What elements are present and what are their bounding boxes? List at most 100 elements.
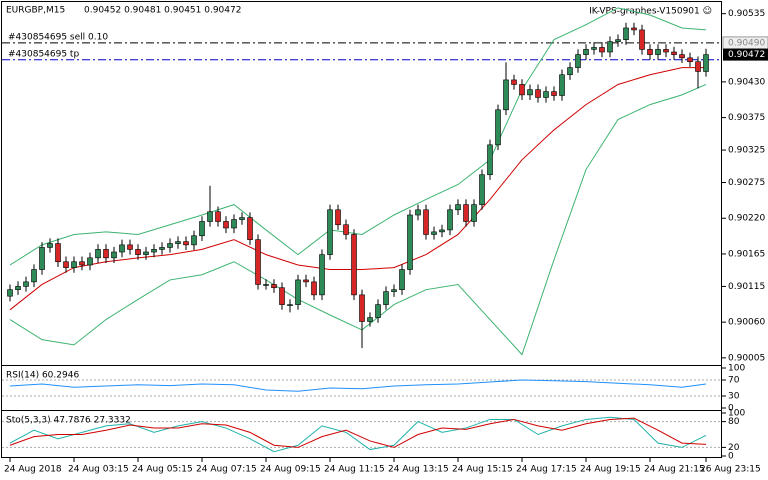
x-tick-label: 24 Aug 13:15 [388,465,449,475]
candle-body [311,281,317,296]
x-tick-label: 24 Aug 2018 [4,465,62,475]
candle-body [639,29,645,50]
candle-body [367,317,373,322]
candle-body [671,51,677,55]
candle-body [615,39,621,42]
candle-body [279,287,285,305]
x-tick-label: 24 Aug 15:15 [452,465,513,475]
candle-body [359,294,365,322]
candle-body [95,249,101,259]
candle-body [319,254,325,296]
y-tick-label: 0 [728,404,734,414]
candle-body [647,49,653,55]
candle-body [607,41,613,53]
candle-body [263,284,269,286]
x-tick-label: 24 Aug 09:15 [260,465,321,475]
candle-body [255,239,261,285]
indicator-title: Sto(5,3,3) 47.7876 27.3332 [6,416,131,426]
candle-body [199,221,205,237]
candle-body [407,214,413,270]
candle-body [215,211,221,222]
candle-body [135,249,141,255]
order-label: #430854695 tp [8,49,79,59]
candle-body [335,209,341,226]
ohlc-text: 0.90452 0.90481 0.90451 0.90472 [84,6,241,16]
candle-body [599,47,605,53]
candle-body [447,209,453,231]
x-tick-label: 24 Aug 21:15 [644,465,705,475]
candle-body [239,217,245,220]
candle-body [23,281,29,287]
candle-body [39,247,45,270]
candle-body [695,61,701,72]
candle-body [383,291,389,305]
y-tick-label: 0.90325 [728,146,765,156]
candle-body [375,304,381,318]
candle-body [127,244,133,250]
candle-body [415,209,421,216]
candle-body [439,229,445,233]
candle-body [151,249,157,253]
candle-body [535,89,541,98]
candle-body [679,54,685,59]
candle-body [223,221,229,229]
candle-body [143,251,149,255]
current-price: 0.90472 [728,50,765,60]
candle-body [351,234,357,296]
candle-body [111,251,117,259]
x-tick-label: 24 Aug 03:15 [68,465,129,475]
candle-body [303,279,309,283]
candle-body [343,224,349,235]
candle-body [119,244,125,253]
candle-body [55,243,61,263]
candle-body [423,209,429,235]
candle-body [159,247,165,250]
y-tick-label: 0 [728,452,734,462]
indicator-line [9,7,707,266]
candle-body [479,174,485,205]
candle-body [559,74,565,96]
candle-body [87,257,93,266]
watermark: IK-VPS-graphes-V150901 ☺ [589,6,712,17]
symbol: EURGBP,M15 [6,6,65,16]
y-tick-label: 0.90115 [728,282,765,292]
candle-body [63,261,69,268]
candle-body [231,219,237,229]
indicator-line [9,67,706,311]
indicator-line [9,417,707,448]
y-tick-label: 20 [728,443,740,453]
candle-body [47,243,53,248]
y-tick-label: 0.90430 [728,77,765,87]
candle-body [511,79,517,85]
candle-body [175,241,181,244]
y-tick-label: 0.90275 [728,178,765,188]
price-box [723,48,768,61]
candle-body [391,289,397,292]
candle-body [567,67,573,76]
candle-body [207,211,213,222]
candle-body [623,27,629,40]
candle-body [31,269,37,283]
candle-body [655,49,661,55]
x-tick-label: 24 Aug 05:15 [132,465,193,475]
candle-body [103,249,109,259]
y-tick-label: 0.90375 [728,113,765,123]
order-price-label: 0.90490 [728,38,765,48]
candle-body [287,304,293,306]
candle-body [431,231,437,235]
candle-body [631,27,637,31]
candle-body [503,79,509,111]
indicator-line [9,416,707,453]
indicator-title: RSI(14) 60.2946 [6,371,79,381]
order-label: #430854695 sell 0.10 [8,32,108,42]
candle-body [15,286,21,290]
candle-body [519,84,525,96]
candle-body [543,91,549,98]
y-tick-label: 100 [728,364,745,374]
y-tick-label: 70 [728,376,740,386]
indicator-line [9,379,707,392]
candle-body [247,217,253,240]
x-tick-label: 24 Aug 17:15 [516,465,577,475]
